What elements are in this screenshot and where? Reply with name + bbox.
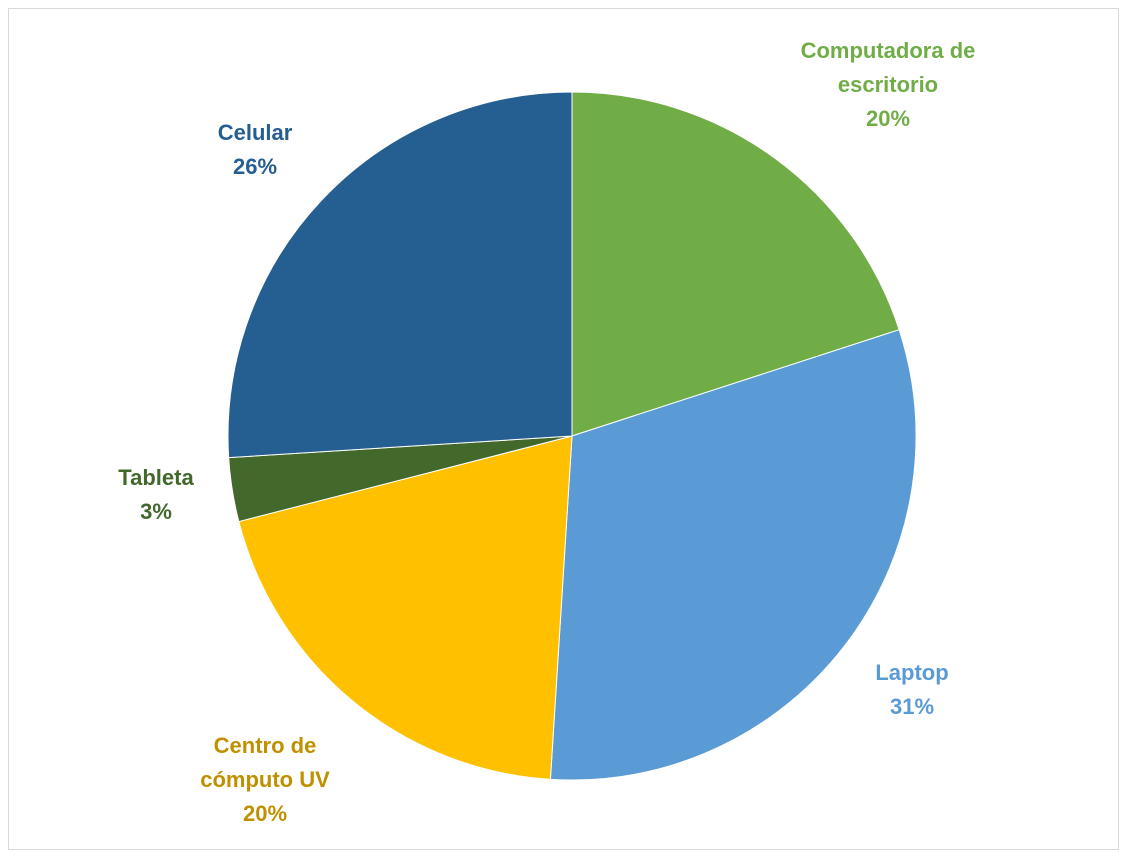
value-label: 20% <box>865 106 911 131</box>
data-label: Tableta 3% <box>96 461 216 529</box>
data-label: Laptop 31% <box>852 656 972 724</box>
data-label: Celular 26% <box>195 116 315 184</box>
pie-slice <box>227 91 573 459</box>
value-label: 3% <box>140 499 172 524</box>
pie-slice <box>549 329 917 781</box>
category-label: Laptop <box>875 660 949 685</box>
value-label: 31% <box>889 694 935 719</box>
category-label: Computadora de escritorio <box>800 38 976 97</box>
data-label: Computadora de escritorio 20% <box>773 34 1003 136</box>
pie-slice <box>571 91 900 437</box>
category-label: Centro de cómputo UV <box>200 733 330 792</box>
category-label: Celular <box>217 120 293 145</box>
category-label: Tableta <box>118 465 194 490</box>
data-label: Centro de cómputo UV 20% <box>170 729 360 831</box>
value-label: 26% <box>232 154 278 179</box>
value-label: 20% <box>242 801 288 826</box>
pie-slice <box>238 435 573 780</box>
